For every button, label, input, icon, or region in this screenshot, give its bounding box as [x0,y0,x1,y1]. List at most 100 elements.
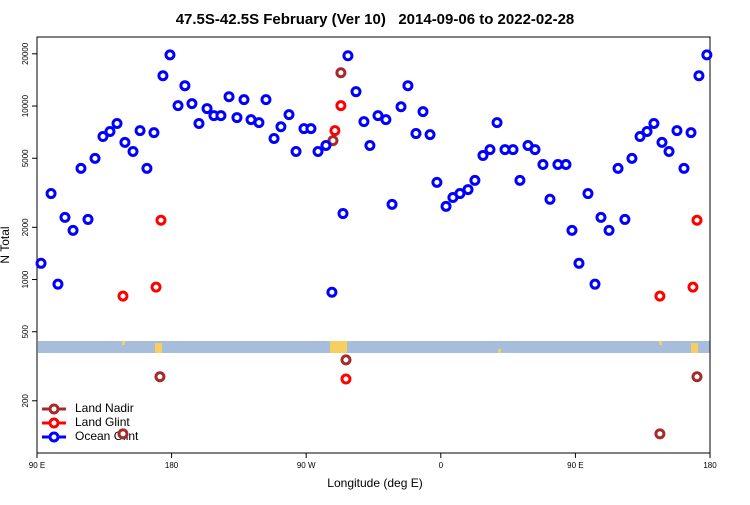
point [529,144,541,156]
point [364,140,376,152]
point [491,117,503,129]
point [154,371,166,383]
point [97,131,109,143]
point [431,176,443,188]
point [111,118,123,130]
point [358,116,370,128]
point [560,159,572,171]
point [305,123,317,135]
band-mark [155,343,162,353]
band-mark [659,341,662,345]
point [514,174,526,186]
point [626,152,638,164]
band-mark [122,341,125,345]
point [507,144,519,156]
point [537,159,549,171]
point [172,100,184,112]
point [52,278,64,290]
point [117,428,129,440]
point [117,290,129,302]
point [678,162,690,174]
point [671,125,683,137]
point [685,127,697,139]
point [687,281,699,293]
point [326,286,338,298]
point [238,94,250,106]
point [484,144,496,156]
point [454,188,466,200]
point [663,145,675,157]
point [35,257,47,269]
x-tick-label: 180 [165,461,179,470]
y-tick-label: 1000 [21,270,30,288]
point [59,211,71,223]
point [253,117,265,129]
point [340,373,352,385]
point [337,208,349,220]
point [340,354,352,366]
point [544,193,556,205]
point [89,152,101,164]
point [656,136,668,148]
point [155,214,167,226]
band-mark [330,341,347,353]
point [283,109,295,121]
band-mark [498,349,501,353]
point [477,149,489,161]
point [231,112,243,124]
point [589,278,601,290]
point [193,118,205,130]
point [440,200,452,212]
point [75,162,87,174]
plot-frame [36,36,711,454]
point [260,94,272,106]
x-tick-label: 90 E [567,461,583,470]
point [67,224,79,236]
point [141,162,153,174]
band-mark [691,343,698,353]
point [45,188,57,200]
y-tick-label: 20000 [21,42,30,65]
point [290,145,302,157]
point [320,140,332,152]
point [603,224,615,236]
point [335,100,347,112]
point [595,211,607,223]
point [469,174,481,186]
point [641,126,653,138]
point [215,110,227,122]
point [335,67,347,79]
y-axis-label: N Total [0,226,12,263]
point [654,290,666,302]
point [327,135,339,147]
x-tick-label: 180 [703,461,717,470]
point [186,98,198,110]
point [312,145,324,157]
legend-marker [48,403,60,415]
point [462,184,474,196]
chart-title: 47.5S-42.5S February (Ver 10) 2014-09-06… [176,11,575,28]
band [38,341,710,353]
x-tick-label: 90 W [297,461,316,470]
point [342,50,354,62]
point [134,125,146,137]
point [691,371,703,383]
point [372,110,384,122]
point [148,127,160,139]
point [566,224,578,236]
legend-label: Ocean Glint [75,429,139,443]
point [268,132,280,144]
point [179,80,191,92]
point [350,86,362,98]
legend-marker [48,417,60,429]
point [402,80,414,92]
point [82,213,94,225]
surface-band [38,341,710,353]
x-tick-label: 0 [439,461,444,470]
point [329,125,341,137]
y-tick-label: 200 [21,394,30,408]
legend-label: Land Nadir [75,401,134,415]
legend-marker [48,431,60,443]
point [410,128,422,140]
